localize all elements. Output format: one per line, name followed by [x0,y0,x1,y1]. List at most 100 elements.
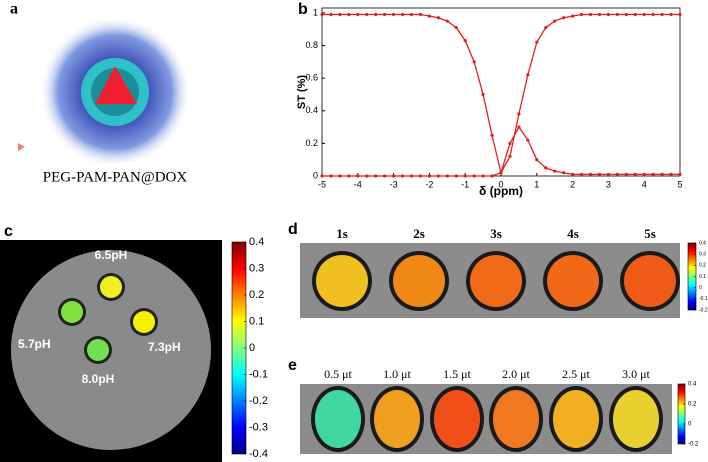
time-label: 5s [644,226,656,241]
data-point [579,172,584,176]
data-point [392,174,396,178]
panel-label: b [298,1,308,18]
x-tick-label: 1 [534,179,539,189]
data-point [472,60,476,64]
data-point [606,12,611,17]
data-point [445,174,449,178]
x-tick-label: 4 [642,179,647,189]
data-point [517,125,521,129]
x-tick-label: 0 [498,179,503,189]
ph-label: 6.5pH [95,248,128,262]
colorbar-tick-label: -0.3 [249,421,268,433]
data-point [615,172,619,176]
data-point [383,12,387,17]
data-point [427,174,431,178]
data-point [508,141,512,145]
mri-image [0,240,222,462]
data-point [454,174,458,178]
data-point [526,138,530,142]
colorbar-tick-label: -0.1 [699,296,708,302]
data-point [490,133,494,137]
data-point [642,172,646,176]
y-axis-label: ST (%) [296,75,308,110]
data-point [544,25,548,30]
data-point [427,14,431,18]
data-point [320,12,324,17]
data-point [365,174,369,178]
colorbar-tick-label: 0.4 [699,240,706,246]
data-point [597,172,602,176]
y-tick-label: 0.2 [305,138,318,148]
data-point [624,172,628,176]
data-point [392,12,396,17]
data-point [553,169,557,173]
x-tick-label: -1 [461,179,469,189]
data-point [400,174,405,178]
panel-label: d [288,221,298,238]
plot-frame [321,7,681,177]
data-point [624,12,628,17]
data-point [526,73,530,77]
power-label: 0.5 μt [324,367,352,381]
nanoparticle-illustration [18,16,191,168]
y-tick-label: 1 [313,7,318,17]
panel-label: e [288,357,297,374]
data-point [338,12,342,17]
data-point [678,172,682,176]
colorbar-tick-label: 0 [688,422,692,428]
data-point [588,12,593,17]
data-point [472,174,476,178]
data-point [383,174,387,178]
data-point [347,174,351,178]
data-point [651,12,655,17]
x-tick-label: -3 [390,179,398,189]
data-point [490,174,494,178]
colorbar [231,241,247,455]
data-point [329,12,333,17]
colorbar [677,383,686,445]
colorbar-tick-label: 0.4 [688,382,697,388]
data-point [338,174,342,178]
colorbar-tick-label: 0.3 [249,262,264,274]
colorbar-tick-label: 0.4 [249,236,264,248]
x-tick-label: -5 [318,179,326,189]
data-point [499,171,503,175]
data-point [400,12,405,17]
y-tick-label: 0.6 [305,73,318,83]
data-point [562,171,566,175]
x-tick-label: 3 [606,179,611,189]
data-point [436,16,440,20]
data-point [535,40,539,44]
data-point [517,112,521,116]
x-axis-label: δ (ppm) [479,184,523,198]
panel-label: c [4,223,13,240]
x-tick-label: -4 [354,179,362,189]
x-tick-label: 5 [677,179,682,189]
data-point [588,172,593,176]
data-point [579,12,584,17]
data-point [481,174,485,178]
data-point [436,174,440,178]
data-point [660,12,664,17]
data-point [633,12,637,17]
y-tick-label: 0.4 [305,105,318,115]
data-point [508,154,512,159]
colorbar-tick-label: 0.3 [699,251,706,257]
power-label: 2.5 μt [562,367,590,381]
data-point [418,12,423,17]
data-point [633,172,637,176]
data-point [374,12,378,17]
colorbar-tick-label: 0.1 [249,315,264,327]
colorbar-tick-label: 0.1 [699,274,706,280]
data-point [571,14,575,18]
time-label: 4s [567,226,579,241]
colorbar-tick-label: -0.1 [249,368,268,380]
power-label: 3.0 μt [622,367,650,381]
y-tick-label: 0 [313,170,318,180]
colorbar-tick-label: -0.4 [249,448,268,460]
colorbar-tick-label: 0.2 [699,263,706,269]
data-point [329,174,333,178]
data-point [544,166,548,170]
data-point [320,174,324,178]
